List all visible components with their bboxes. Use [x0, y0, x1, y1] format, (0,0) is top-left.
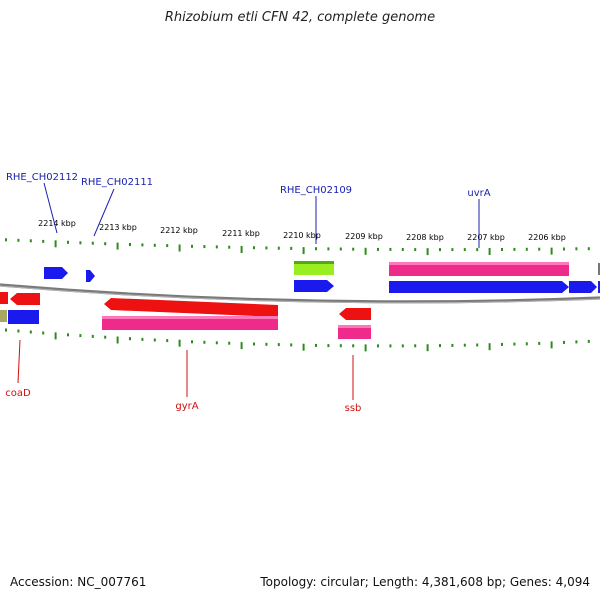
accession-text: Accession: NC_007761	[10, 575, 147, 589]
leader-rhe-ch02111	[93, 188, 115, 237]
gene-feature-uvra	[389, 281, 569, 293]
tick-labels: 2214 kbp 2213 kbp 2212 kbp 2211 kbp 2210…	[38, 219, 566, 242]
tick-label-2213: 2213 kbp	[99, 223, 137, 232]
tick-label-2210: 2210 kbp	[283, 231, 321, 240]
gene-label-rhe-ch02111: RHE_CH02111	[81, 177, 153, 188]
gene-feature-rhe-ch02111	[86, 270, 95, 282]
gene-feature-ssb-pink	[338, 325, 371, 339]
gene-feature-green	[294, 261, 334, 275]
gene-label-rhe-ch02109: RHE_CH02109	[280, 185, 352, 196]
upper-label-leaders	[43, 182, 480, 248]
tick-label-2207: 2207 kbp	[467, 233, 505, 242]
gene-feature-gyra	[104, 298, 278, 317]
gene-label-uvra: uvrA	[467, 188, 490, 199]
gene-label-ssb: ssb	[345, 403, 362, 414]
gene-label-rhe-ch02112: RHE_CH02112	[6, 172, 78, 183]
minor-ticks-lower	[5, 328, 590, 352]
tick-label-2212: 2212 kbp	[160, 226, 198, 235]
tick-label-2209: 2209 kbp	[345, 232, 383, 241]
gene-feature-blue-right	[569, 281, 597, 293]
upper-strand-features	[44, 261, 600, 293]
gene-feature-coad	[10, 293, 40, 305]
gene-feature-rhe-ch02109	[294, 280, 334, 292]
gene-label-coad: coaD	[5, 388, 31, 399]
gene-feature-olive	[0, 310, 7, 322]
gene-feature-gyra-pink	[102, 316, 278, 330]
gene-feature-uvra-pink	[389, 262, 569, 276]
minor-ticks-upper	[5, 238, 590, 256]
lower-strand-features	[0, 292, 371, 339]
gene-feature-red-left	[0, 292, 8, 304]
map-title: Rhizobium etli CFN 42, complete genome	[164, 10, 436, 25]
gene-label-gyra: gyrA	[175, 401, 198, 412]
tick-label-2206: 2206 kbp	[528, 233, 566, 242]
lower-gene-labels: coaD gyrA ssb	[5, 388, 361, 414]
tick-label-2214: 2214 kbp	[38, 219, 76, 228]
gene-feature-rhe-ch02112	[44, 267, 68, 279]
genome-backbone	[0, 283, 600, 304]
upper-gene-labels: RHE_CH02112 RHE_CH02111 RHE_CH02109 uvrA	[6, 172, 491, 199]
leader-rhe-ch02112	[43, 182, 58, 234]
lower-label-leaders	[17, 339, 354, 400]
topology-text: Topology: circular; Length: 4,381,608 bp…	[260, 575, 590, 589]
leader-coad	[17, 339, 21, 384]
gene-feature-coad-blue	[8, 310, 39, 324]
tick-label-2208: 2208 kbp	[406, 233, 444, 242]
tick-label-2211: 2211 kbp	[222, 229, 260, 238]
gene-feature-ssb	[339, 308, 371, 320]
